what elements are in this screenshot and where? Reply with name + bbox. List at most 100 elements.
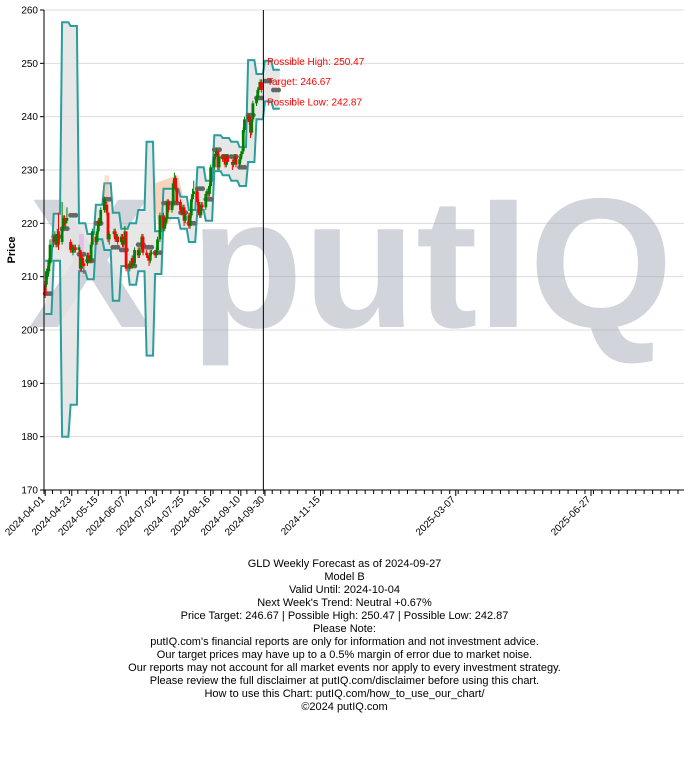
- candle-body: [257, 87, 261, 90]
- candle-body: [199, 204, 203, 216]
- candle-body: [61, 218, 65, 229]
- candle-body: [217, 156, 221, 168]
- candle-body: [113, 231, 117, 240]
- candle-body: [89, 244, 93, 261]
- target-marker: [267, 78, 273, 84]
- candle-body: [239, 154, 243, 160]
- candle-body: [234, 156, 238, 165]
- candle-body: [46, 268, 50, 277]
- caption-copyright: ©2024 putIQ.com: [301, 701, 388, 713]
- y-tick-label: 240: [21, 112, 38, 123]
- y-tick-label: 210: [21, 272, 38, 283]
- target-marker: [73, 212, 79, 218]
- caption-model: Model B: [324, 571, 365, 583]
- candle-body: [99, 210, 103, 224]
- watermark-brand: putIQ: [190, 161, 673, 367]
- y-tick-label: 200: [21, 326, 38, 337]
- candle-body: [86, 255, 89, 264]
- y-tick-label: 260: [21, 6, 38, 17]
- candle-body: [133, 250, 136, 264]
- caption-disclaimer-3: Our reports may not account for all mark…: [128, 662, 561, 674]
- forecast-annotations: Possible High: 250.47 Target: 246.67 Possi…: [267, 57, 365, 109]
- candle-body: [96, 220, 100, 232]
- candle-body: [57, 231, 60, 245]
- candle-body: [256, 90, 260, 98]
- candle-body: [226, 156, 229, 162]
- candle-body: [65, 218, 69, 221]
- candle-body: [63, 218, 66, 224]
- annotation-label: Possible Low: 242.87: [267, 97, 363, 108]
- caption-valid-until: Valid Until: 2024-10-04: [288, 584, 401, 596]
- annotation-label: Possible High: 250.47: [267, 57, 365, 68]
- candle-body: [232, 162, 235, 165]
- x-tick-label: 2025-06-27: [549, 494, 593, 538]
- forecast-band-highlight: [104, 175, 110, 213]
- candle-body: [243, 119, 246, 130]
- y-tick-label: 180: [21, 432, 38, 443]
- target-marker: [276, 87, 281, 93]
- candle-body: [102, 199, 106, 210]
- candle-body: [192, 191, 196, 194]
- candle-body: [81, 258, 85, 264]
- candle-body: [212, 156, 216, 168]
- caption-note-heading: Please Note:: [313, 623, 376, 635]
- candle-body: [240, 151, 244, 154]
- y-tick-label: 170: [21, 486, 38, 497]
- candle-body: [95, 231, 99, 242]
- annotation-label: Target: 246.67: [267, 77, 331, 88]
- candle-body: [141, 236, 145, 253]
- y-tick-label: 230: [21, 166, 38, 177]
- candle-body: [47, 260, 51, 272]
- target-marker: [200, 186, 206, 192]
- candle-body: [247, 116, 251, 122]
- y-tick-label: 220: [21, 219, 38, 230]
- target-marker: [48, 291, 53, 297]
- x-tick-label: 2024-11-15: [279, 494, 323, 538]
- candle-body: [164, 218, 168, 224]
- y-tick-label: 190: [21, 379, 38, 390]
- candle-body: [106, 212, 110, 240]
- candle-body: [105, 204, 109, 213]
- target-marker: [157, 250, 163, 256]
- candle-body: [200, 204, 204, 208]
- candle-body: [158, 215, 162, 240]
- candle-body: [189, 199, 193, 216]
- caption-disclaimer-1: putIQ.com's financial reports are only f…: [150, 636, 539, 648]
- y-axis-label: Price: [6, 237, 18, 264]
- candle-body: [60, 228, 64, 242]
- candle-body: [154, 250, 158, 256]
- caption-title: GLD Weekly Forecast as of 2024-09-27: [247, 558, 442, 570]
- candle-body: [183, 215, 187, 221]
- candle-body: [259, 82, 263, 90]
- candle-body: [137, 250, 141, 256]
- target-marker: [107, 196, 112, 202]
- target-marker: [242, 164, 248, 170]
- candle-body: [82, 263, 86, 266]
- caption-trend: Next Week's Trend: Neutral +0.67%: [257, 597, 432, 609]
- candle-body: [145, 252, 149, 256]
- candle-body: [146, 255, 150, 258]
- candle-body: [195, 191, 199, 202]
- candle-body: [162, 215, 165, 229]
- candle-body: [204, 194, 208, 208]
- candle-body: [122, 239, 126, 245]
- candle-body: [43, 284, 47, 296]
- chart-caption: GLD Weekly Forecast as of 2024-09-27 Mod…: [0, 558, 689, 714]
- candle-body: [171, 183, 175, 205]
- candle-body: [182, 207, 186, 221]
- candle-body: [174, 178, 178, 189]
- candle-body: [175, 188, 179, 202]
- target-marker: [149, 244, 155, 250]
- candle-body: [197, 202, 200, 213]
- candle-body: [45, 271, 48, 285]
- caption-how-to: How to use this Chart: putIQ.com/how_to_…: [204, 688, 485, 700]
- candle-body: [188, 215, 192, 226]
- candle-body: [116, 236, 120, 242]
- candle-body: [209, 167, 213, 186]
- x-tick-label: 2025-03-07: [414, 494, 458, 538]
- candle-body: [170, 204, 174, 210]
- candle-body: [148, 252, 152, 261]
- caption-disclaimer-2: Our target prices may have up to a 0.5% …: [156, 649, 533, 661]
- candle-body: [48, 244, 52, 264]
